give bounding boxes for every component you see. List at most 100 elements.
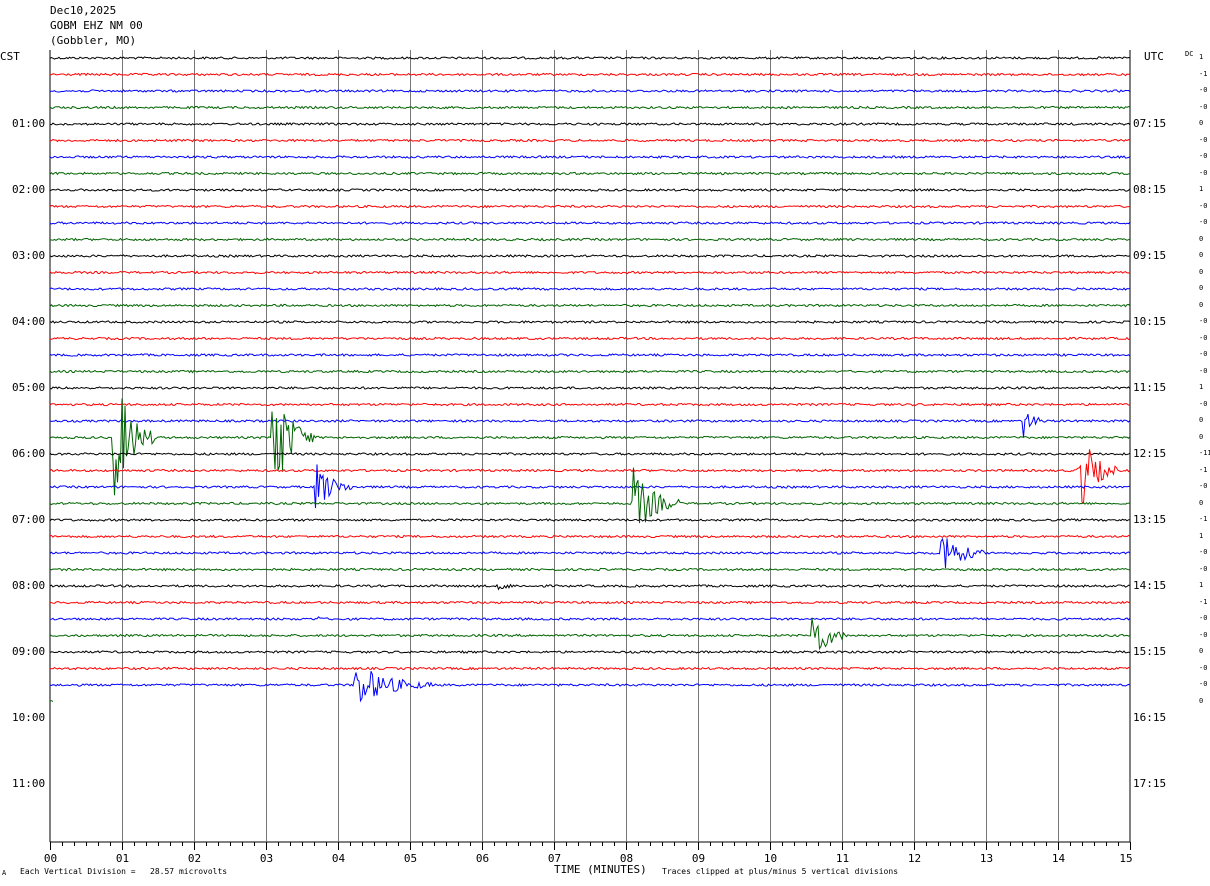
dc-offset-label: -0 [1199, 333, 1208, 342]
x-tick-label: 13 [980, 852, 993, 865]
dc-offset-label: 1 [1199, 185, 1204, 193]
x-tick-label: 01 [116, 852, 129, 865]
trace-25 [49, 452, 1131, 456]
dc-offset-label: -0 [1199, 168, 1208, 177]
trace-18 [49, 336, 1131, 341]
trace-24 [49, 398, 1131, 496]
x-tick-label: 07 [548, 852, 561, 865]
trace-35 [49, 616, 1131, 621]
dc-offset-label: -0 [1199, 218, 1208, 226]
trace-27 [49, 464, 1131, 509]
x-tick-label: 02 [188, 852, 201, 865]
dc-offset-label: -0 [1199, 630, 1208, 639]
dc-offset-label: -0 [1199, 564, 1208, 573]
dc-offset-label: 0 [1199, 432, 1204, 441]
trace-2 [49, 72, 1131, 77]
trace-20 [49, 369, 1130, 374]
trace-23 [49, 413, 1131, 438]
trace-16 [49, 303, 1131, 308]
dc-offset-label: 0 [1199, 498, 1204, 507]
dc-offset-label: 0 [1199, 267, 1204, 276]
dc-offset-label: -0 [1199, 663, 1208, 672]
dc-offset-label: -11 [1199, 449, 1210, 457]
clip-note: Traces clipped at plus/minus 5 vertical … [662, 867, 899, 876]
dc-header-label: DC [1185, 50, 1194, 58]
x-tick-label: 10 [764, 852, 777, 865]
right-timezone-label: UTC [1144, 50, 1164, 63]
trace-3 [49, 89, 1131, 93]
trace-6 [49, 138, 1131, 143]
cst-hour-label: 07:00 [12, 513, 46, 526]
trace-4 [49, 105, 1131, 110]
corner-mark: A [2, 869, 7, 877]
dc-offset-label: -1 [1199, 465, 1208, 474]
location-label: (Gobbler, MO) [50, 34, 137, 47]
trace-11 [49, 221, 1131, 225]
dc-offset-label: -0 [1199, 86, 1208, 94]
trace-40 [49, 700, 54, 702]
utc-hour-label: 07:15 [1133, 117, 1167, 130]
dc-offset-label: -0 [1199, 350, 1208, 358]
date-label: Dec10,2025 [50, 4, 117, 17]
utc-hour-label: 13:15 [1133, 513, 1167, 526]
seismic-traces [49, 56, 1131, 703]
dc-offset-label: -0 [1199, 680, 1208, 688]
trace-28 [49, 467, 1131, 524]
trace-15 [49, 287, 1131, 291]
trace-29 [49, 518, 1131, 522]
dc-offset-label: -0 [1199, 548, 1208, 556]
cst-hour-label: 09:00 [12, 645, 46, 658]
dc-offset-label: -0 [1199, 102, 1208, 111]
dc-offset-label: -1 [1199, 69, 1208, 78]
dc-offset-label: 0 [1199, 647, 1204, 655]
utc-hour-label: 10:15 [1133, 315, 1167, 328]
dc-offset-label: -0 [1199, 482, 1208, 490]
dc-offset-label: 0 [1199, 234, 1204, 243]
dc-offset-label: -0 [1199, 135, 1208, 144]
dc-offset-label: 0 [1199, 119, 1204, 127]
dc-offset-label: -0 [1199, 614, 1208, 622]
scale-note: Each Vertical Division = 28.57 microvolt… [20, 867, 228, 876]
trace-8 [49, 171, 1131, 176]
x-tick-label: 12 [908, 852, 921, 865]
x-tick-label: 15 [1119, 852, 1132, 865]
cst-hour-label: 11:00 [12, 777, 46, 790]
dc-offset-label: 1 [1199, 581, 1204, 589]
x-axis-ticks: 00 01 02 03 04 05 06 07 08 09 10 11 12 13 14 15 [44, 842, 1133, 865]
trace-38 [50, 666, 1131, 671]
utc-hour-label: 08:15 [1133, 183, 1167, 196]
cst-hour-label: 08:00 [12, 579, 46, 592]
trace-17 [49, 320, 1131, 324]
trace-36 [49, 617, 1131, 651]
utc-hour-label: 17:15 [1133, 777, 1167, 790]
trace-1 [49, 56, 1131, 60]
trace-26 [49, 449, 1131, 505]
utc-hour-label: 11:15 [1133, 381, 1167, 394]
trace-31 [49, 537, 1131, 569]
x-tick-label: 04 [332, 852, 346, 865]
trace-19 [49, 353, 1131, 357]
trace-39 [49, 671, 1131, 703]
cst-hour-label: 06:00 [12, 447, 46, 460]
x-tick-label: 06 [476, 852, 489, 865]
trace-21 [49, 386, 1131, 390]
trace-7 [49, 155, 1131, 159]
x-tick-label: 14 [1052, 852, 1066, 865]
dc-offset-label: 0 [1199, 696, 1204, 705]
station-label: GOBM EHZ NM 00 [50, 19, 143, 32]
trace-5 [49, 122, 1131, 126]
utc-hour-label: 16:15 [1133, 711, 1167, 724]
dc-offset-label: -0 [1199, 317, 1208, 325]
cst-hour-label: 01:00 [12, 117, 46, 130]
dc-offset-label: 0 [1199, 251, 1204, 259]
dc-offset-label: 0 [1199, 300, 1204, 309]
dc-offset-label: 1 [1199, 53, 1204, 61]
left-timezone-label: CST [0, 50, 20, 63]
trace-9 [49, 188, 1131, 192]
trace-22 [49, 402, 1131, 407]
trace-30 [49, 534, 1131, 539]
dc-offset-label: -0 [1199, 399, 1208, 408]
dc-offset-label: 1 [1199, 531, 1204, 540]
trace-12 [49, 237, 1131, 242]
dc-offset-label: -0 [1199, 366, 1208, 375]
